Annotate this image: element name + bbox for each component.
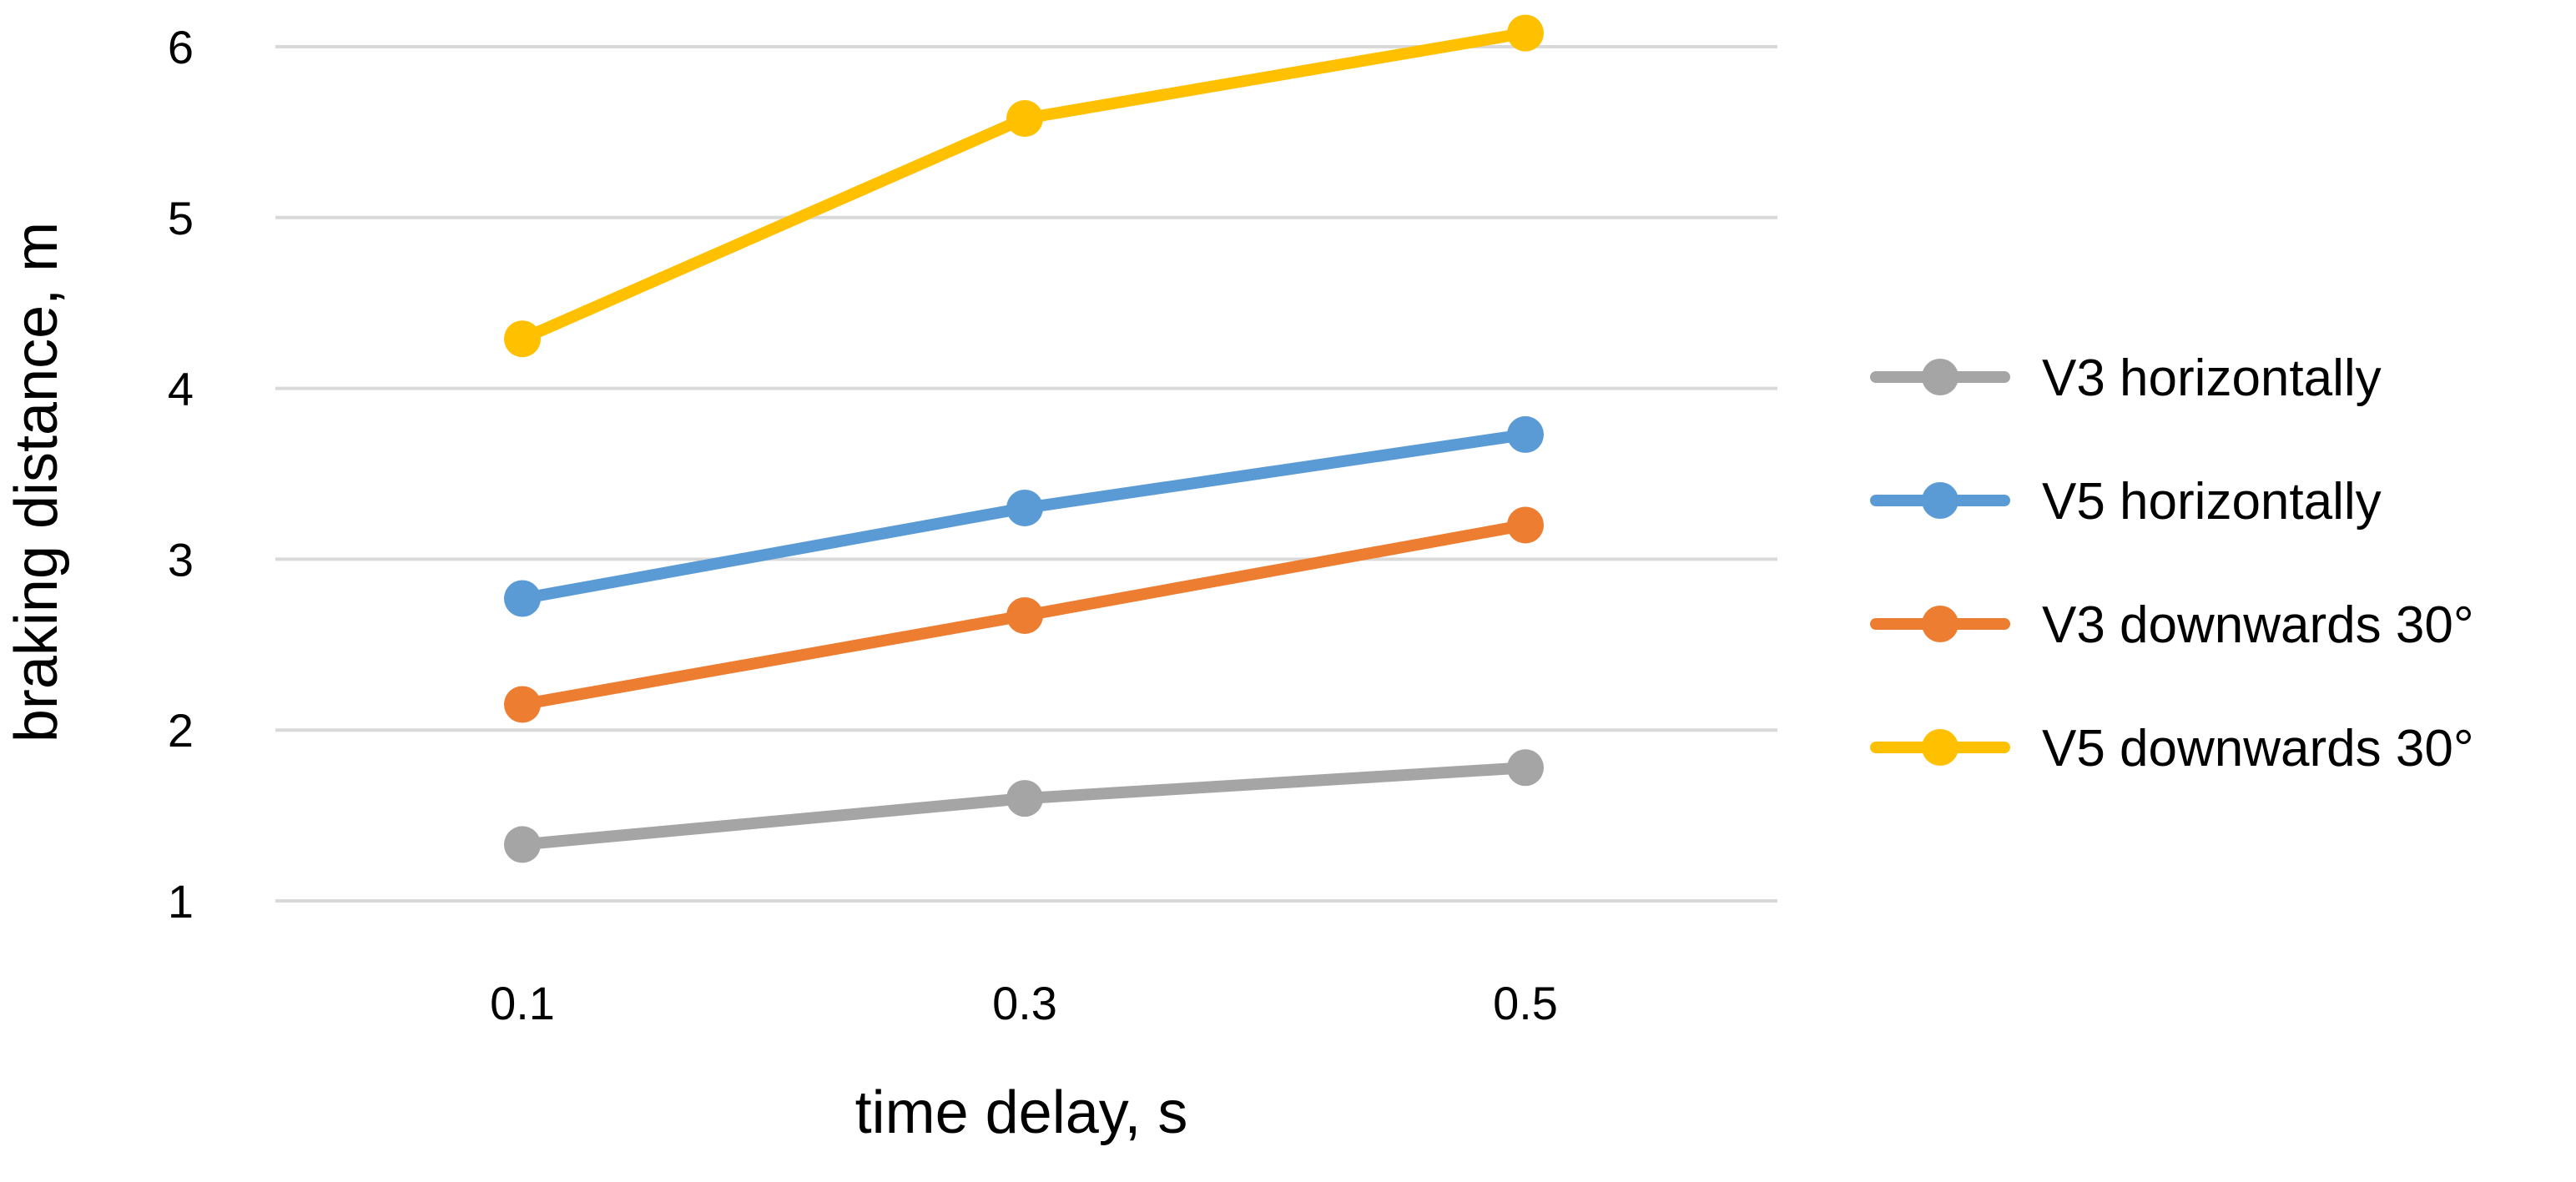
legend-label: V3 horizontally xyxy=(2042,350,2382,407)
legend-label: V5 downwards 30° xyxy=(2042,720,2474,777)
data-point xyxy=(504,320,541,358)
data-point xyxy=(1006,596,1043,634)
y-tick-label: 2 xyxy=(168,704,194,757)
legend-swatch-marker xyxy=(1922,729,1958,766)
legend-swatch-marker xyxy=(1922,359,1958,395)
y-tick-label: 3 xyxy=(168,533,194,586)
x-tick-label: 0.3 xyxy=(992,977,1057,1029)
data-point xyxy=(1006,780,1043,817)
legend-swatch-marker xyxy=(1922,482,1958,519)
legend-item: V5 downwards 30° xyxy=(1870,720,2474,777)
x-axis-ticks: 0.1 0.3 0.5 xyxy=(490,977,1558,1029)
y-tick-label: 1 xyxy=(168,875,194,928)
data-point xyxy=(504,686,541,723)
series-3 xyxy=(504,506,1544,723)
legend-label: V5 horizontally xyxy=(2042,473,2382,531)
y-tick-label: 5 xyxy=(168,192,194,244)
data-point xyxy=(1507,415,1544,453)
series-group xyxy=(504,14,1544,863)
data-point xyxy=(1006,489,1043,526)
y-axis-title: braking distance, m xyxy=(3,222,70,742)
legend-item: V3 downwards 30° xyxy=(1870,596,2474,654)
y-tick-label: 4 xyxy=(168,363,194,415)
series-line xyxy=(517,27,1531,345)
legend-item: V5 horizontally xyxy=(1870,473,2382,531)
series-4 xyxy=(504,14,1544,358)
gridlines xyxy=(275,45,1777,903)
data-point xyxy=(1507,749,1544,787)
y-tick-label: 6 xyxy=(168,21,194,73)
series-1 xyxy=(504,749,1544,863)
x-tick-label: 0.5 xyxy=(1493,977,1558,1029)
legend-swatch-marker xyxy=(1922,606,1958,642)
x-tick-label: 0.1 xyxy=(490,977,555,1029)
data-point xyxy=(504,826,541,863)
data-point xyxy=(1507,14,1544,52)
x-axis-title: time delay, s xyxy=(855,1079,1188,1146)
series-2 xyxy=(504,415,1544,617)
legend-item: V3 horizontally xyxy=(1870,350,2382,407)
y-axis-ticks: 1 2 3 4 5 6 xyxy=(168,21,194,928)
data-point xyxy=(1507,506,1544,544)
data-point xyxy=(1006,100,1043,138)
data-point xyxy=(504,580,541,617)
legend-label: V3 downwards 30° xyxy=(2042,596,2474,654)
legend: V3 horizontally V5 horizontally V3 downwar… xyxy=(1870,350,2474,777)
